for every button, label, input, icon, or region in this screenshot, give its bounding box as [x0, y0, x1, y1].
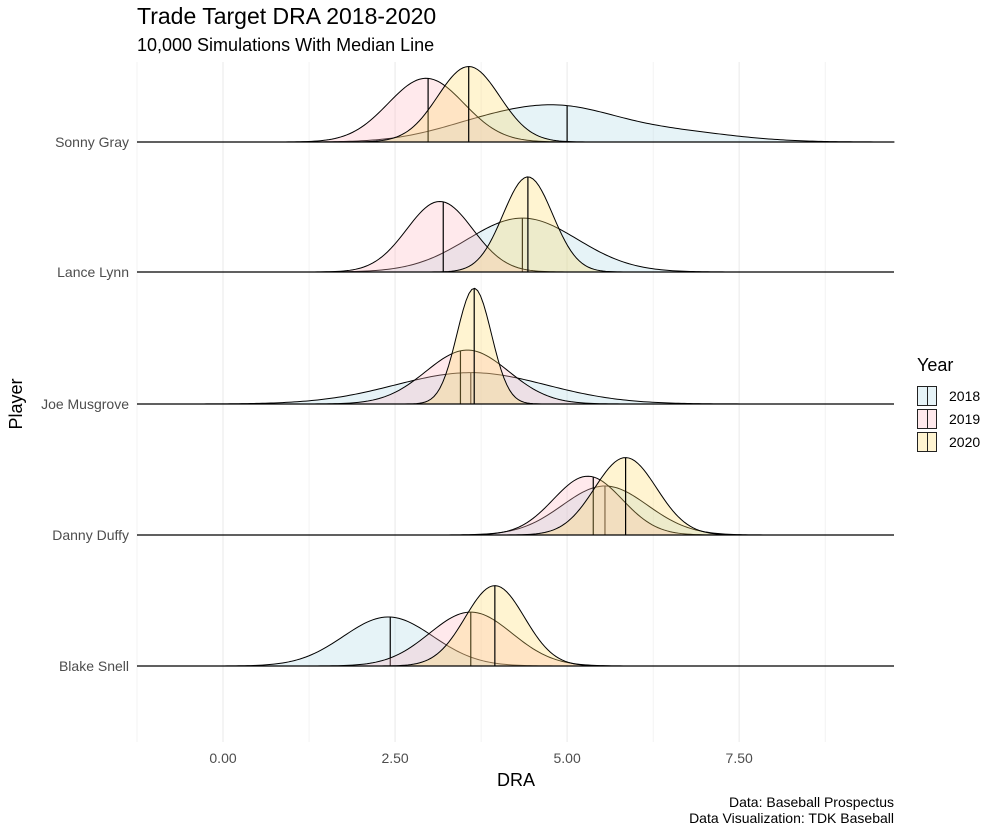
ridge-danny-duffy [137, 457, 894, 536]
legend: Year 2018 2019 2020 [917, 355, 980, 453]
y-tick-label: Lance Lynn [57, 264, 129, 280]
density-2020-sonny-gray [137, 66, 894, 143]
density-2020-lance-lynn [137, 176, 894, 273]
caption-source: Data: Baseball Prospectus [729, 794, 894, 810]
density-2019-danny-duffy [137, 475, 894, 536]
legend-key-2019 [917, 408, 937, 429]
legend-key-2020 [917, 431, 937, 452]
y-tick-label: Sonny Gray [55, 134, 129, 150]
legend-title: Year [917, 355, 954, 375]
x-axis-labels: 0.00 2.50 5.00 7.50 [209, 750, 753, 766]
legend-label-2019: 2019 [949, 410, 981, 427]
y-axis-labels: Sonny Gray Lance Lynn Joe Musgrove Danny Du… [41, 134, 129, 674]
density-2020-blake-snell [137, 585, 894, 667]
ridge-sonny-gray [137, 66, 895, 143]
legend-item-2019: 2019 [917, 407, 980, 430]
x-tick-label: 2.50 [381, 750, 408, 766]
ridge-joe-musgrove [137, 287, 894, 405]
y-tick-label: Joe Musgrove [41, 396, 129, 412]
chart-subtitle: 10,000 Simulations With Median Line [137, 35, 435, 55]
ridge-lance-lynn [137, 176, 894, 273]
y-tick-label: Danny Duffy [52, 527, 129, 543]
chart-title: Trade Target DRA 2018-2020 [137, 3, 437, 29]
caption: Data: Baseball Prospectus Data Visualiza… [689, 794, 894, 826]
legend-key-2018 [917, 385, 937, 406]
y-tick-label: Blake Snell [59, 658, 129, 674]
caption-credit: Data Visualization: TDK Baseball [689, 810, 894, 826]
density-2020-danny-duffy [137, 457, 894, 536]
x-tick-label: 5.00 [553, 750, 580, 766]
x-tick-label: 0.00 [209, 750, 236, 766]
ridge-blake-snell [137, 585, 894, 667]
legend-label-2020: 2020 [949, 433, 981, 450]
legend-item-2018: 2018 [917, 384, 980, 407]
x-tick-label: 7.50 [726, 750, 753, 766]
legend-label-2018: 2018 [949, 387, 981, 404]
legend-item-2020: 2020 [917, 430, 980, 453]
x-axis-title: DRA [497, 770, 535, 790]
density-2019-joe-musgrove [137, 349, 894, 405]
density-2018-danny-duffy [137, 485, 894, 536]
density-ridges [137, 66, 895, 667]
y-axis-title: Player [6, 378, 26, 429]
